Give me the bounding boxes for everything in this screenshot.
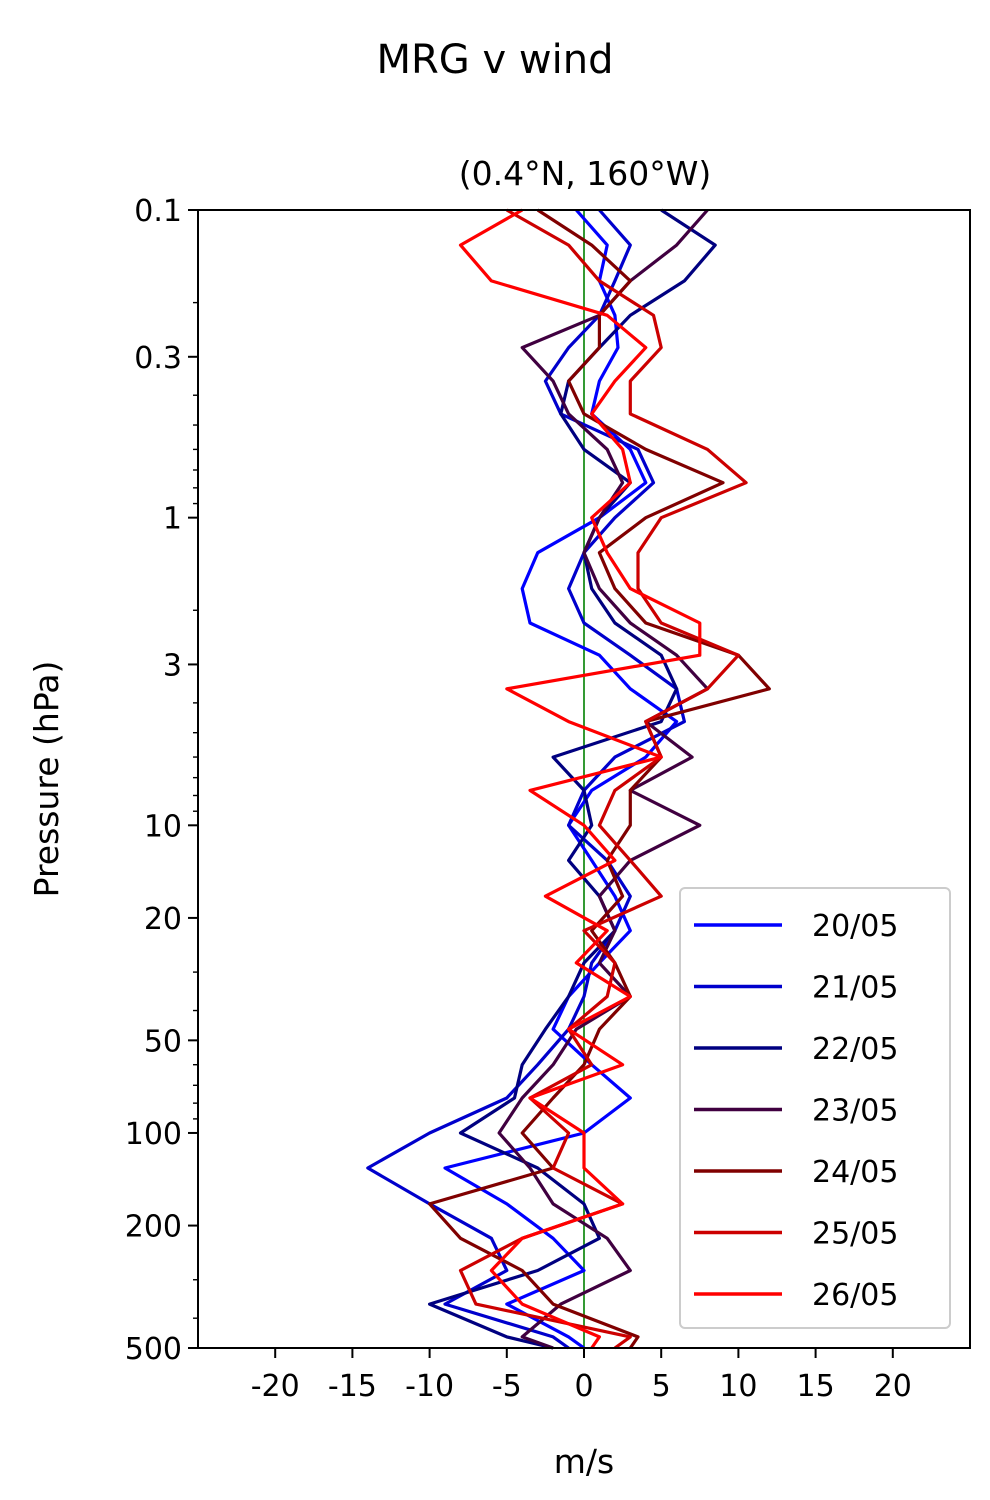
legend-label: 22/05 (812, 1032, 898, 1067)
y-tick-label: 100 (125, 1117, 182, 1152)
x-tick-label: -15 (328, 1369, 377, 1404)
y-tick-label: 20 (144, 902, 182, 937)
y-tick-label: 500 (125, 1332, 182, 1367)
legend-label: 25/05 (812, 1217, 898, 1252)
y-axis: 0.1 0.3 1 3 10 20 50 100 200 500 (125, 194, 198, 1367)
y-tick-label: 1 (163, 502, 182, 537)
series-line-25-05 (458, 208, 748, 1350)
y-tick-label: 3 (163, 648, 182, 683)
x-tick-label: 10 (719, 1369, 757, 1404)
x-axis: -20 -15 -10 -5 0 5 10 15 20 (251, 1348, 912, 1404)
legend-label: 20/05 (812, 909, 898, 944)
x-tick-label: 5 (652, 1369, 671, 1404)
series-line-26-05 (458, 208, 702, 1349)
series-layer (366, 208, 771, 1350)
x-tick-label: 20 (874, 1369, 912, 1404)
chart-title: MRG v wind (377, 37, 614, 83)
legend-label: 23/05 (812, 1094, 898, 1129)
y-tick-label: 0.3 (134, 341, 182, 376)
legend-label: 21/05 (812, 971, 898, 1006)
legend: 20/05 21/05 22/05 23/05 24/05 25/05 26/05 (679, 887, 951, 1329)
x-axis-label: m/s (554, 1442, 614, 1481)
x-tick-label: -20 (251, 1369, 300, 1404)
y-tick-label: 10 (144, 809, 182, 844)
legend-label: 26/05 (812, 1278, 898, 1313)
legend-label: 24/05 (812, 1155, 898, 1190)
x-tick-label: 0 (574, 1369, 593, 1404)
chart-subtitle: (0.4°N, 160°W) (459, 154, 712, 193)
series-line-24-05 (428, 208, 771, 1349)
series-line-20-05 (443, 208, 679, 1350)
y-axis-label: Pressure (hPa) (27, 661, 66, 898)
y-tick-label: 200 (125, 1210, 182, 1245)
x-tick-label: 15 (797, 1369, 835, 1404)
y-tick-label: 50 (144, 1024, 182, 1059)
legend-box (679, 887, 951, 1329)
x-tick-label: -5 (492, 1369, 522, 1404)
x-tick-label: -10 (405, 1369, 454, 1404)
y-tick-label: 0.1 (134, 194, 182, 229)
